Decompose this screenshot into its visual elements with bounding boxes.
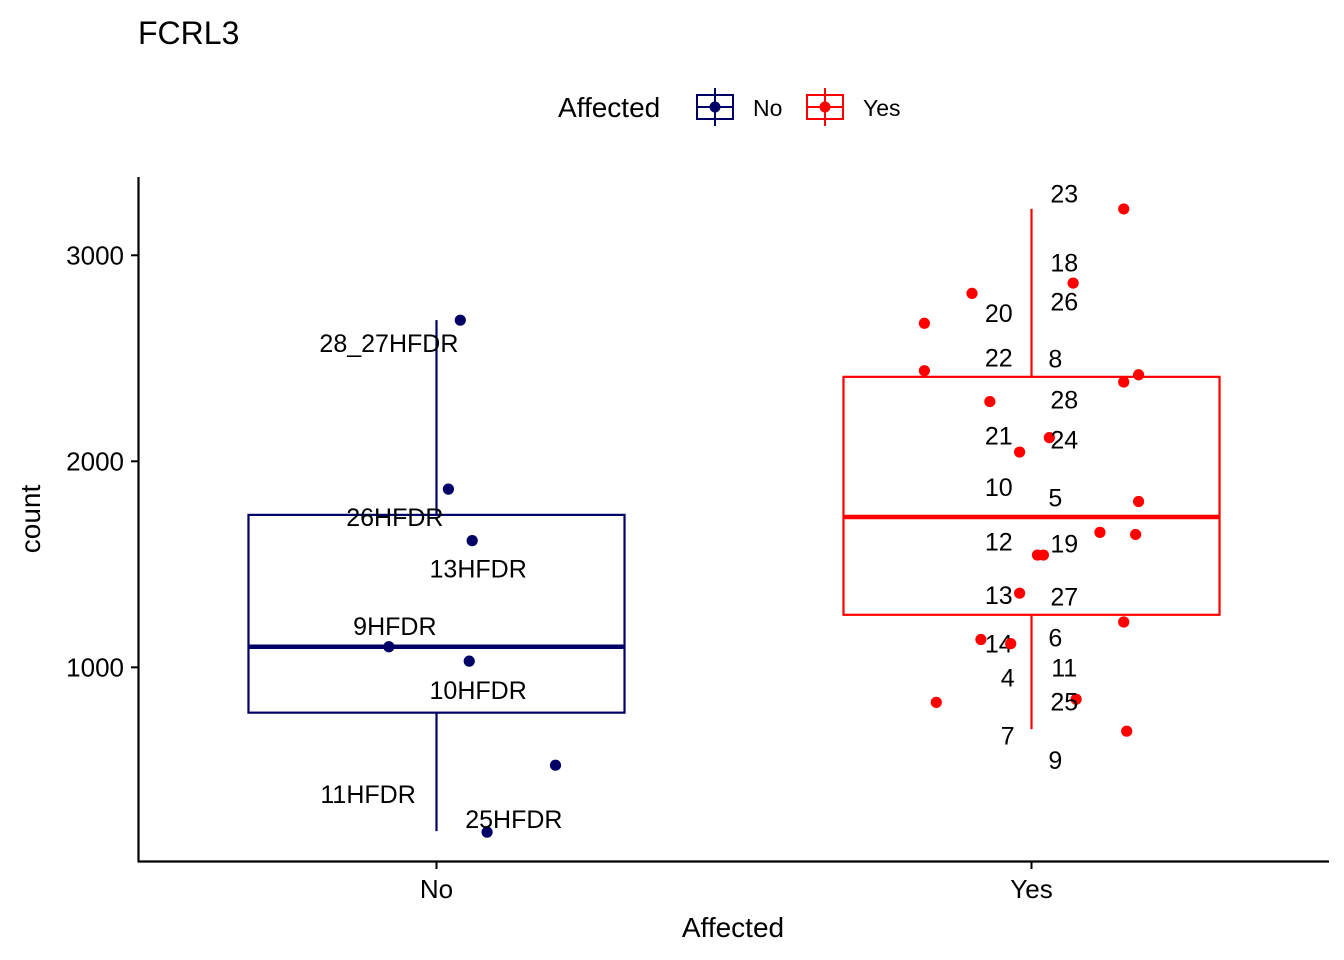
legend-title: Affected	[558, 92, 660, 123]
point-label: 10	[985, 474, 1013, 502]
point-label: 27	[1050, 583, 1078, 611]
point-label: 28_27HFDR	[319, 330, 458, 358]
point-label: 26	[1050, 289, 1078, 317]
data-point	[918, 365, 931, 377]
legend-label-yes: Yes	[863, 95, 901, 121]
data-point	[1070, 693, 1082, 705]
data-point	[1118, 616, 1130, 628]
data-point	[930, 696, 942, 708]
legend-key-yes	[806, 88, 844, 126]
point-label: 11HFDR	[320, 781, 415, 809]
point-label: 10HFDR	[430, 677, 527, 705]
point-label: 13	[985, 582, 1013, 610]
point-label: 19	[1050, 531, 1078, 559]
plot-area: 28_27HFDR 26HFDR 13HFDR 9HFDR 10HFDR 25HFDR 11…	[247, 180, 1221, 838]
point-label: 13HFDR	[430, 555, 527, 583]
point-label: 25	[1050, 688, 1078, 716]
point-label: 9	[1048, 747, 1062, 775]
chart-title: FCRL3	[138, 15, 239, 51]
data-point	[481, 826, 493, 838]
data-point	[463, 655, 475, 667]
y-axis-title: count	[15, 485, 46, 554]
x-tick-label: Yes	[1010, 874, 1052, 904]
data-point	[1031, 549, 1044, 561]
data-point	[1014, 587, 1026, 599]
point-label: 5	[1048, 484, 1062, 512]
data-point	[918, 317, 931, 329]
data-point	[1118, 203, 1130, 215]
data-point	[984, 395, 996, 408]
point-label: 25HFDR	[465, 806, 562, 834]
data-point	[1133, 495, 1145, 508]
x-axis-title: Affected	[682, 912, 784, 943]
y-tick-label: 2000	[66, 446, 124, 476]
data-point	[466, 535, 478, 547]
point-label: 24	[1050, 427, 1078, 455]
point-label: 7	[1001, 722, 1015, 750]
point-label: 12	[985, 529, 1013, 557]
data-point	[975, 633, 987, 646]
data-point	[1094, 526, 1106, 538]
box-no	[247, 513, 626, 714]
x-tick-label: No	[420, 874, 453, 904]
point-label: 18	[1050, 250, 1078, 278]
point-label: 8	[1048, 345, 1062, 373]
x-ticks: No Yes	[420, 862, 1053, 904]
point-label: 4	[1001, 665, 1015, 693]
data-point	[454, 314, 466, 326]
data-point	[1121, 725, 1133, 737]
point-label: 21	[985, 423, 1013, 451]
point-label: 26HFDR	[346, 504, 443, 532]
legend-key-no	[696, 88, 734, 126]
data-point	[1043, 432, 1055, 444]
data-point	[1133, 369, 1145, 381]
point-label: 20	[985, 300, 1013, 328]
point-label: 11	[1051, 654, 1077, 682]
data-point	[549, 759, 562, 771]
point-label: 22	[985, 344, 1013, 372]
data-point	[1130, 528, 1142, 541]
point-label: 6	[1048, 624, 1062, 652]
point-label: 28	[1050, 387, 1078, 415]
legend-label-no: No	[753, 95, 782, 121]
data-point	[1005, 638, 1017, 650]
legend: Affected No Yes	[558, 88, 901, 126]
point-label: 23	[1050, 180, 1078, 208]
data-point	[383, 641, 395, 653]
y-tick-label: 1000	[66, 652, 124, 682]
data-point	[1067, 277, 1079, 289]
data-point	[1014, 446, 1026, 458]
data-point	[1118, 376, 1130, 388]
data-point	[442, 483, 454, 495]
box-yes	[842, 375, 1221, 616]
point-label: 9HFDR	[353, 613, 436, 641]
y-ticks: 1000 2000 3000	[66, 240, 138, 682]
data-point	[966, 287, 978, 300]
y-tick-label: 3000	[66, 240, 124, 270]
